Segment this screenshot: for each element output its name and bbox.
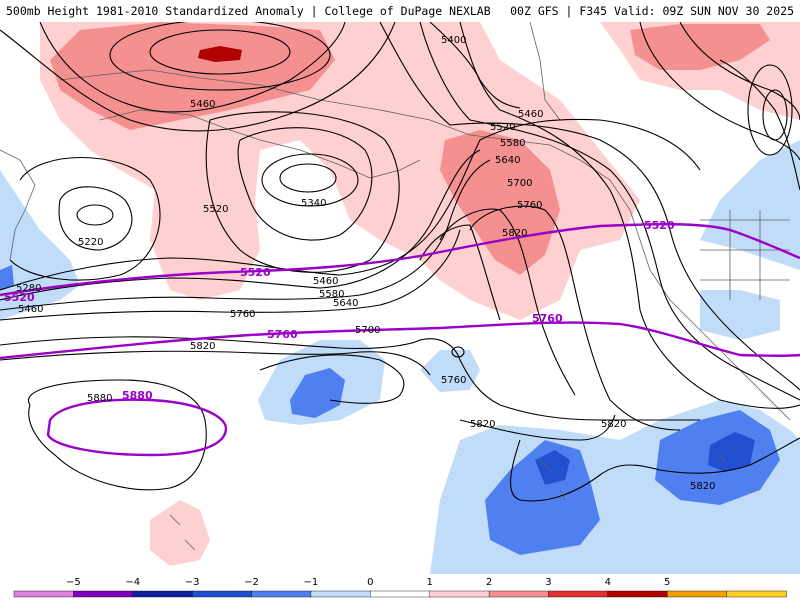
climo-5880-line [46, 398, 228, 457]
contour-label: 5580 [319, 289, 344, 300]
colorbar-segments [13, 590, 787, 598]
climo-label: 5520 [4, 291, 35, 304]
contour-label: 5760 [230, 309, 255, 320]
colorbar-ticks: −5 −4 −3 −2 −1 0 1 2 3 4 5 [66, 577, 670, 588]
colorbar-tick-label: 5 [664, 577, 670, 588]
contour-label: 5760 [517, 200, 542, 211]
climo-label: 5520 [240, 266, 271, 279]
climo-5760-line [0, 321, 800, 360]
colorbar-segment [73, 590, 134, 598]
contour-label: 5820 [502, 228, 527, 239]
contour-label: 5640 [333, 298, 358, 309]
contour-label: 5520 [490, 122, 515, 133]
climo-labels: 5520 5520 5520 5760 5760 5880 [4, 219, 675, 402]
contour-label: 5880 [87, 393, 112, 404]
colorbar-segment [667, 590, 728, 598]
colorbar-tick-label: −2 [244, 577, 259, 588]
colorbar-segment [548, 590, 609, 598]
anomaly-shading [0, 22, 800, 574]
contour-label: 5760 [441, 375, 466, 386]
climo-5520-line [0, 223, 800, 297]
colorbar-tick-label: 4 [605, 577, 611, 588]
colorbar-tick-label: 1 [427, 577, 433, 588]
map-title: 500mb Height 1981-2010 Standardized Anom… [6, 4, 491, 18]
contour-label: 5460 [18, 304, 43, 315]
climatology-contours [0, 223, 800, 457]
contour-label: 5640 [495, 155, 520, 166]
colorbar-segment [607, 590, 668, 598]
contour-label: 5580 [500, 138, 525, 149]
colorbar-segment [488, 590, 550, 598]
contour-label: 5460 [313, 276, 338, 287]
contour-label: 5280 [16, 283, 41, 294]
contour-labels: 5400 5460 5460 5520 5580 5640 5700 5760 … [16, 35, 715, 492]
contour-label: 5520 [203, 204, 228, 215]
contour-label: 5400 [441, 35, 466, 46]
climo-label: 5520 [644, 219, 675, 232]
colorbar-tick-label: 0 [367, 577, 373, 588]
strong-positive-anomaly [50, 22, 335, 130]
colorbar-tick-label: −3 [185, 577, 200, 588]
colorbar-tick-label: −5 [66, 577, 81, 588]
contour-label: 5820 [190, 341, 215, 352]
contour-label: 5820 [601, 419, 626, 430]
contour-label: 5220 [78, 237, 103, 248]
contour-label: 5340 [301, 198, 326, 209]
header-bar: 500mb Height 1981-2010 Standardized Anom… [0, 0, 800, 22]
colorbar-segment [251, 590, 312, 598]
model-run-info: 00Z GFS | F345 Valid: 09Z SUN NOV 30 202… [510, 4, 794, 18]
colorbar-segment [429, 590, 490, 598]
colorbar-tick-label: −4 [125, 577, 140, 588]
climo-label: 5760 [267, 328, 298, 341]
climo-label: 5760 [532, 312, 563, 325]
colorbar-segment [370, 590, 431, 598]
height-contours [0, 22, 800, 502]
colorbar-tick-label: −1 [304, 577, 319, 588]
colorbar-segment [191, 590, 253, 598]
colorbar-tick-label: 3 [545, 577, 551, 588]
colorbar-segment [726, 590, 787, 598]
contour-label: 5820 [690, 481, 715, 492]
coastlines [0, 22, 791, 551]
colorbar: −5 −4 −3 −2 −1 0 1 2 3 4 5 [0, 574, 800, 600]
colorbar-tick-label: 2 [486, 577, 492, 588]
contour-label: 5700 [355, 325, 380, 336]
contour-label: 5460 [190, 99, 215, 110]
climo-label: 5880 [122, 389, 153, 402]
contour-label: 5460 [518, 109, 543, 120]
colorbar-segment [13, 590, 75, 598]
anomaly-map: 5400 5460 5460 5520 5580 5640 5700 5760 … [0, 22, 800, 574]
contour-label: 5700 [507, 178, 532, 189]
colorbar-segment [132, 590, 193, 598]
contour-label: 5820 [470, 419, 495, 430]
colorbar-segment [310, 590, 372, 598]
